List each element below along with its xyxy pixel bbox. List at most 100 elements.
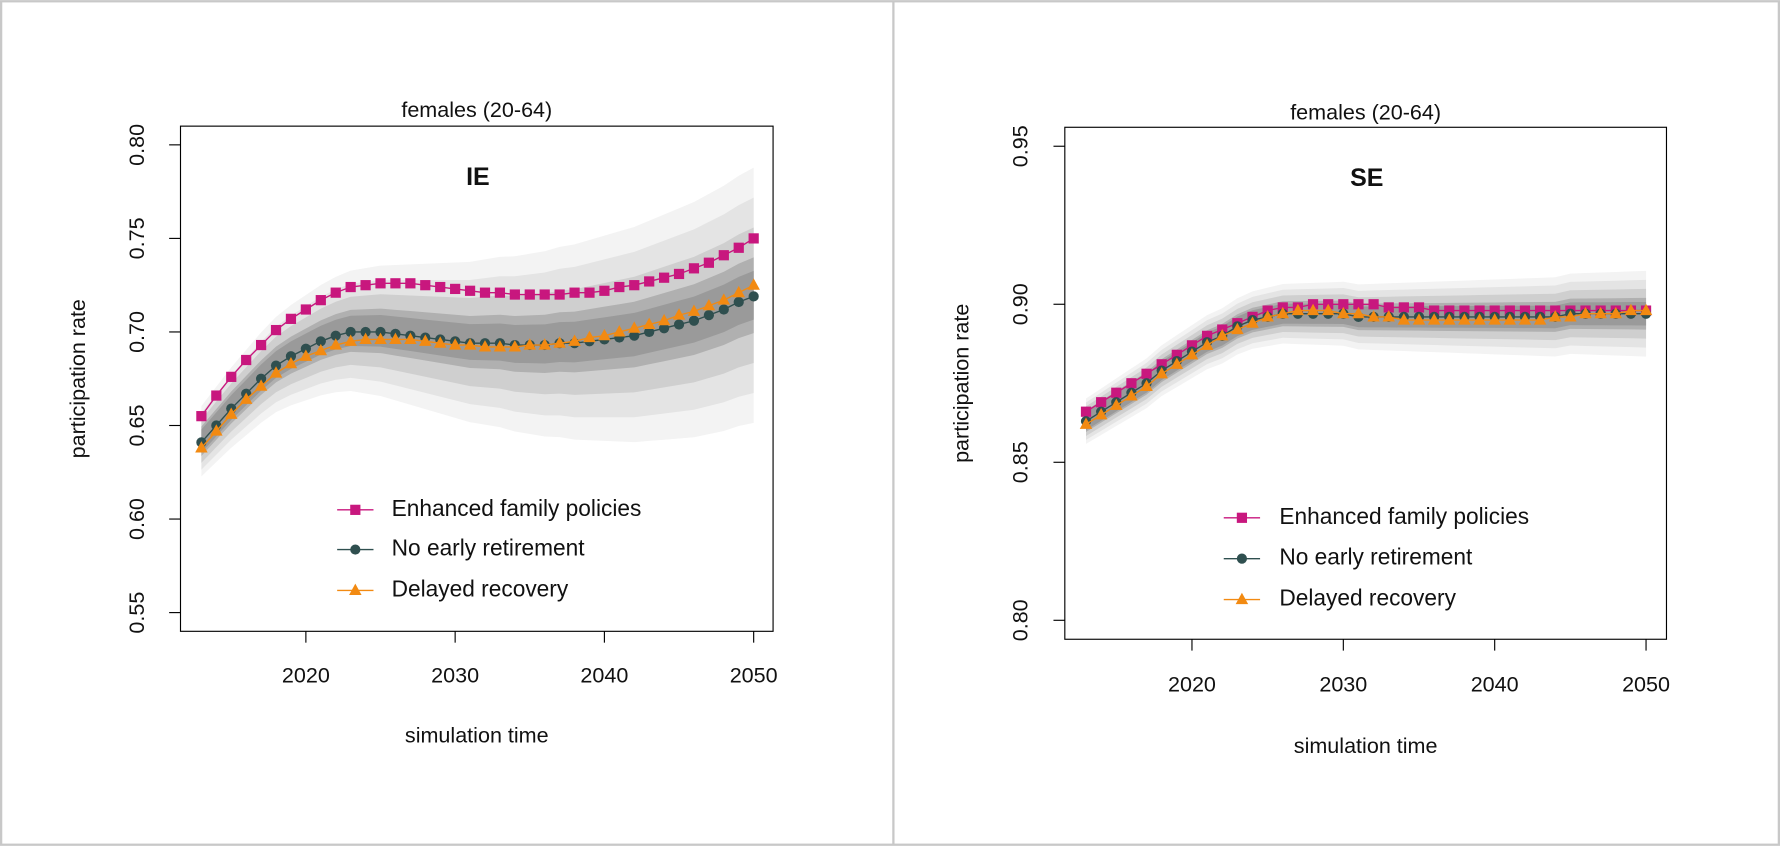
marker bbox=[1170, 357, 1184, 369]
marker bbox=[494, 287, 506, 298]
marker bbox=[1503, 313, 1517, 325]
marker bbox=[226, 371, 237, 382]
marker bbox=[450, 283, 461, 295]
marker bbox=[479, 287, 491, 298]
marker bbox=[509, 289, 520, 300]
marker bbox=[344, 334, 357, 346]
marker bbox=[1488, 313, 1501, 325]
marker bbox=[1518, 313, 1532, 325]
marker bbox=[420, 280, 431, 291]
marker bbox=[1338, 299, 1349, 310]
marker bbox=[702, 298, 716, 311]
marker bbox=[657, 313, 671, 326]
marker bbox=[463, 338, 477, 350]
marker bbox=[584, 287, 595, 298]
marker bbox=[1155, 366, 1168, 379]
marker bbox=[1427, 313, 1441, 325]
marker bbox=[1429, 305, 1440, 316]
marker bbox=[1443, 313, 1456, 325]
marker bbox=[405, 278, 416, 289]
marker bbox=[1215, 329, 1229, 341]
marker bbox=[1412, 313, 1426, 325]
marker bbox=[1141, 368, 1152, 379]
marker bbox=[195, 441, 208, 453]
marker bbox=[1474, 305, 1485, 316]
y-axis-label: participation rate bbox=[65, 299, 90, 458]
marker bbox=[687, 304, 701, 316]
marker bbox=[733, 296, 744, 308]
marker bbox=[718, 304, 729, 315]
x-tick-label: 2020 bbox=[1168, 671, 1216, 696]
legend-label: Enhanced family policies bbox=[392, 495, 642, 521]
x-tick-label: 2050 bbox=[730, 662, 778, 687]
marker bbox=[659, 323, 670, 334]
marker bbox=[1200, 338, 1214, 350]
marker bbox=[613, 325, 626, 337]
marker bbox=[583, 330, 596, 343]
legend-label: No early retirement bbox=[392, 535, 586, 561]
x-tick-label: 2040 bbox=[580, 662, 628, 687]
marker bbox=[211, 390, 222, 401]
y-tick-label: 0.80 bbox=[1007, 599, 1032, 641]
marker bbox=[1444, 305, 1455, 316]
marker bbox=[285, 313, 297, 324]
x-axis-label: simulation time bbox=[405, 723, 549, 748]
plot-box bbox=[1064, 126, 1668, 640]
marker bbox=[1609, 306, 1623, 319]
marker bbox=[1639, 303, 1653, 316]
marker bbox=[599, 285, 610, 296]
marker bbox=[748, 233, 759, 244]
marker bbox=[433, 336, 447, 348]
marker bbox=[718, 250, 729, 261]
marker bbox=[255, 339, 267, 351]
marker bbox=[374, 332, 387, 344]
marker bbox=[284, 356, 298, 369]
marker bbox=[225, 407, 238, 419]
marker bbox=[329, 338, 342, 350]
y-tick-label: 0.75 bbox=[124, 217, 149, 259]
y-tick-label: 0.70 bbox=[124, 311, 149, 353]
marker bbox=[1185, 348, 1199, 360]
marker bbox=[390, 278, 401, 289]
x-tick-label: 2030 bbox=[431, 662, 479, 687]
chart-panel: females (20-64) SE participation rate simul… bbox=[948, 99, 1670, 757]
marker bbox=[299, 349, 313, 361]
marker bbox=[748, 291, 759, 302]
marker bbox=[524, 289, 535, 300]
marker bbox=[375, 326, 386, 338]
marker bbox=[360, 326, 371, 338]
marker bbox=[1564, 310, 1577, 322]
marker bbox=[703, 310, 714, 321]
marker bbox=[554, 289, 565, 300]
marker bbox=[448, 338, 462, 350]
marker bbox=[1398, 302, 1409, 313]
marker bbox=[270, 324, 282, 336]
marker bbox=[285, 351, 297, 362]
marker bbox=[1125, 389, 1138, 401]
marker bbox=[1111, 387, 1122, 398]
marker bbox=[508, 340, 522, 352]
marker bbox=[315, 336, 326, 347]
legend-marker bbox=[350, 544, 361, 555]
marker bbox=[688, 263, 700, 274]
marker bbox=[673, 268, 685, 280]
marker bbox=[210, 424, 223, 436]
marker bbox=[1382, 310, 1395, 322]
y-axis-label: participation rate bbox=[948, 304, 973, 463]
marker bbox=[1352, 306, 1365, 319]
x-axis-label: simulation time bbox=[1294, 733, 1438, 758]
marker bbox=[1079, 417, 1093, 429]
marker bbox=[659, 272, 670, 283]
marker bbox=[703, 257, 714, 268]
marker bbox=[1594, 306, 1607, 319]
marker bbox=[1458, 313, 1471, 325]
marker bbox=[1397, 313, 1411, 325]
marker bbox=[1624, 303, 1638, 316]
marker bbox=[1579, 306, 1592, 319]
marker bbox=[644, 276, 655, 287]
marker bbox=[644, 326, 655, 338]
marker bbox=[629, 330, 640, 341]
chart-title: females (20-64) bbox=[401, 97, 552, 122]
